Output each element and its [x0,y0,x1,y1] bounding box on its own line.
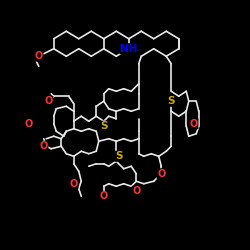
Text: O: O [132,186,140,196]
Text: O: O [157,169,166,179]
Text: O: O [44,96,53,106]
Text: O: O [40,141,48,151]
Text: O: O [70,179,78,189]
Text: O: O [190,119,198,129]
Text: O: O [100,191,108,201]
Text: S: S [168,96,175,106]
Text: S: S [115,151,122,161]
Text: S: S [100,121,108,131]
Text: NH: NH [120,44,138,54]
Text: O: O [34,51,43,61]
Text: O: O [24,119,33,129]
